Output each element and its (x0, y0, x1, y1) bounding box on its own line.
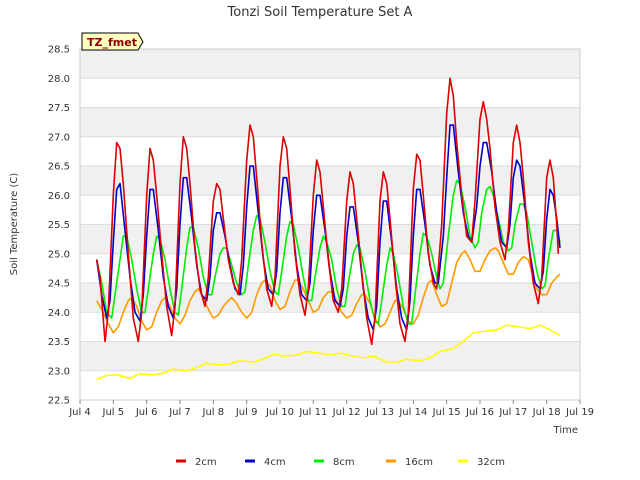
y-tick-label: 28.0 (48, 74, 70, 85)
series-line-2cm (95, 77, 560, 346)
y-tick-label: 27.0 (48, 132, 70, 143)
x-tick-label: Jul 10 (265, 407, 294, 418)
x-tick-label: Jul 8 (202, 407, 225, 418)
legend-label-4cm: 4cm (264, 457, 286, 468)
x-tick-label: Jul 17 (498, 407, 527, 418)
x-tick-label: Jul 4 (68, 407, 91, 418)
y-tick-label: 28.5 (48, 45, 70, 56)
y-tick-label: 22.5 (48, 396, 70, 407)
legend: 2cm 4cm 8cm 16cm 32cm (176, 457, 505, 468)
x-tick-label: Jul 18 (532, 407, 561, 418)
legend-label-32cm: 32cm (477, 457, 505, 468)
y-tick-label: 23.0 (48, 366, 70, 377)
background-band (80, 107, 580, 137)
y-axis-ticks: 22.5 23.0 23.5 24.0 24.5 25.0 25.5 26.0 26.5 27.0… (48, 45, 70, 407)
series-line-16cm (96, 247, 561, 334)
y-tick-label: 26.5 (48, 162, 70, 173)
series-line-32cm (96, 324, 561, 381)
plot-background-bands (80, 49, 580, 371)
legend-label-2cm: 2cm (195, 457, 217, 468)
background-band (80, 166, 580, 196)
y-axis-label: Soil Temperature (C) (9, 173, 20, 276)
tag-label: TZ_fmet (87, 36, 137, 49)
plot-frame (79, 48, 581, 401)
x-tick-label: Jul 15 (432, 407, 461, 418)
tag-box: TZ_fmet (81, 32, 144, 51)
y-tick-label: 24.0 (48, 308, 70, 319)
x-tick-label: Jul 12 (332, 407, 361, 418)
y-tick-label: 26.0 (48, 191, 70, 202)
x-tick-label: Jul 14 (398, 407, 427, 418)
y-tick-label: 23.5 (48, 337, 70, 348)
y-tick-label: 25.0 (48, 249, 70, 260)
legend-label-16cm: 16cm (405, 457, 433, 468)
x-tick-label: Jul 11 (298, 407, 327, 418)
x-tick-label: Jul 5 (102, 407, 125, 418)
series-line-8cm (95, 179, 561, 325)
x-tick-label: Jul 19 (565, 407, 594, 418)
y-tick-label: 25.5 (48, 220, 70, 231)
x-axis-ticks: Jul 4 Jul 5 Jul 6 Jul 7 Jul 8 Jul 9 Jul 10 Jul … (68, 400, 594, 418)
x-tick-label: Jul 7 (168, 407, 191, 418)
y-tick-label: 24.5 (48, 279, 70, 290)
background-band (80, 224, 580, 254)
x-axis-label: Time (553, 425, 578, 436)
chart-title: Tonzi Soil Temperature Set A (227, 5, 413, 20)
legend-label-8cm: 8cm (333, 457, 355, 468)
background-band (80, 341, 580, 371)
background-band (80, 49, 580, 79)
y-tick-label: 27.5 (48, 103, 70, 114)
x-tick-label: Jul 16 (465, 407, 494, 418)
x-tick-label: Jul 13 (365, 407, 394, 418)
series-lines (95, 77, 561, 381)
x-tick-label: Jul 6 (135, 407, 158, 418)
x-tick-label: Jul 9 (235, 407, 258, 418)
background-band (80, 283, 580, 313)
